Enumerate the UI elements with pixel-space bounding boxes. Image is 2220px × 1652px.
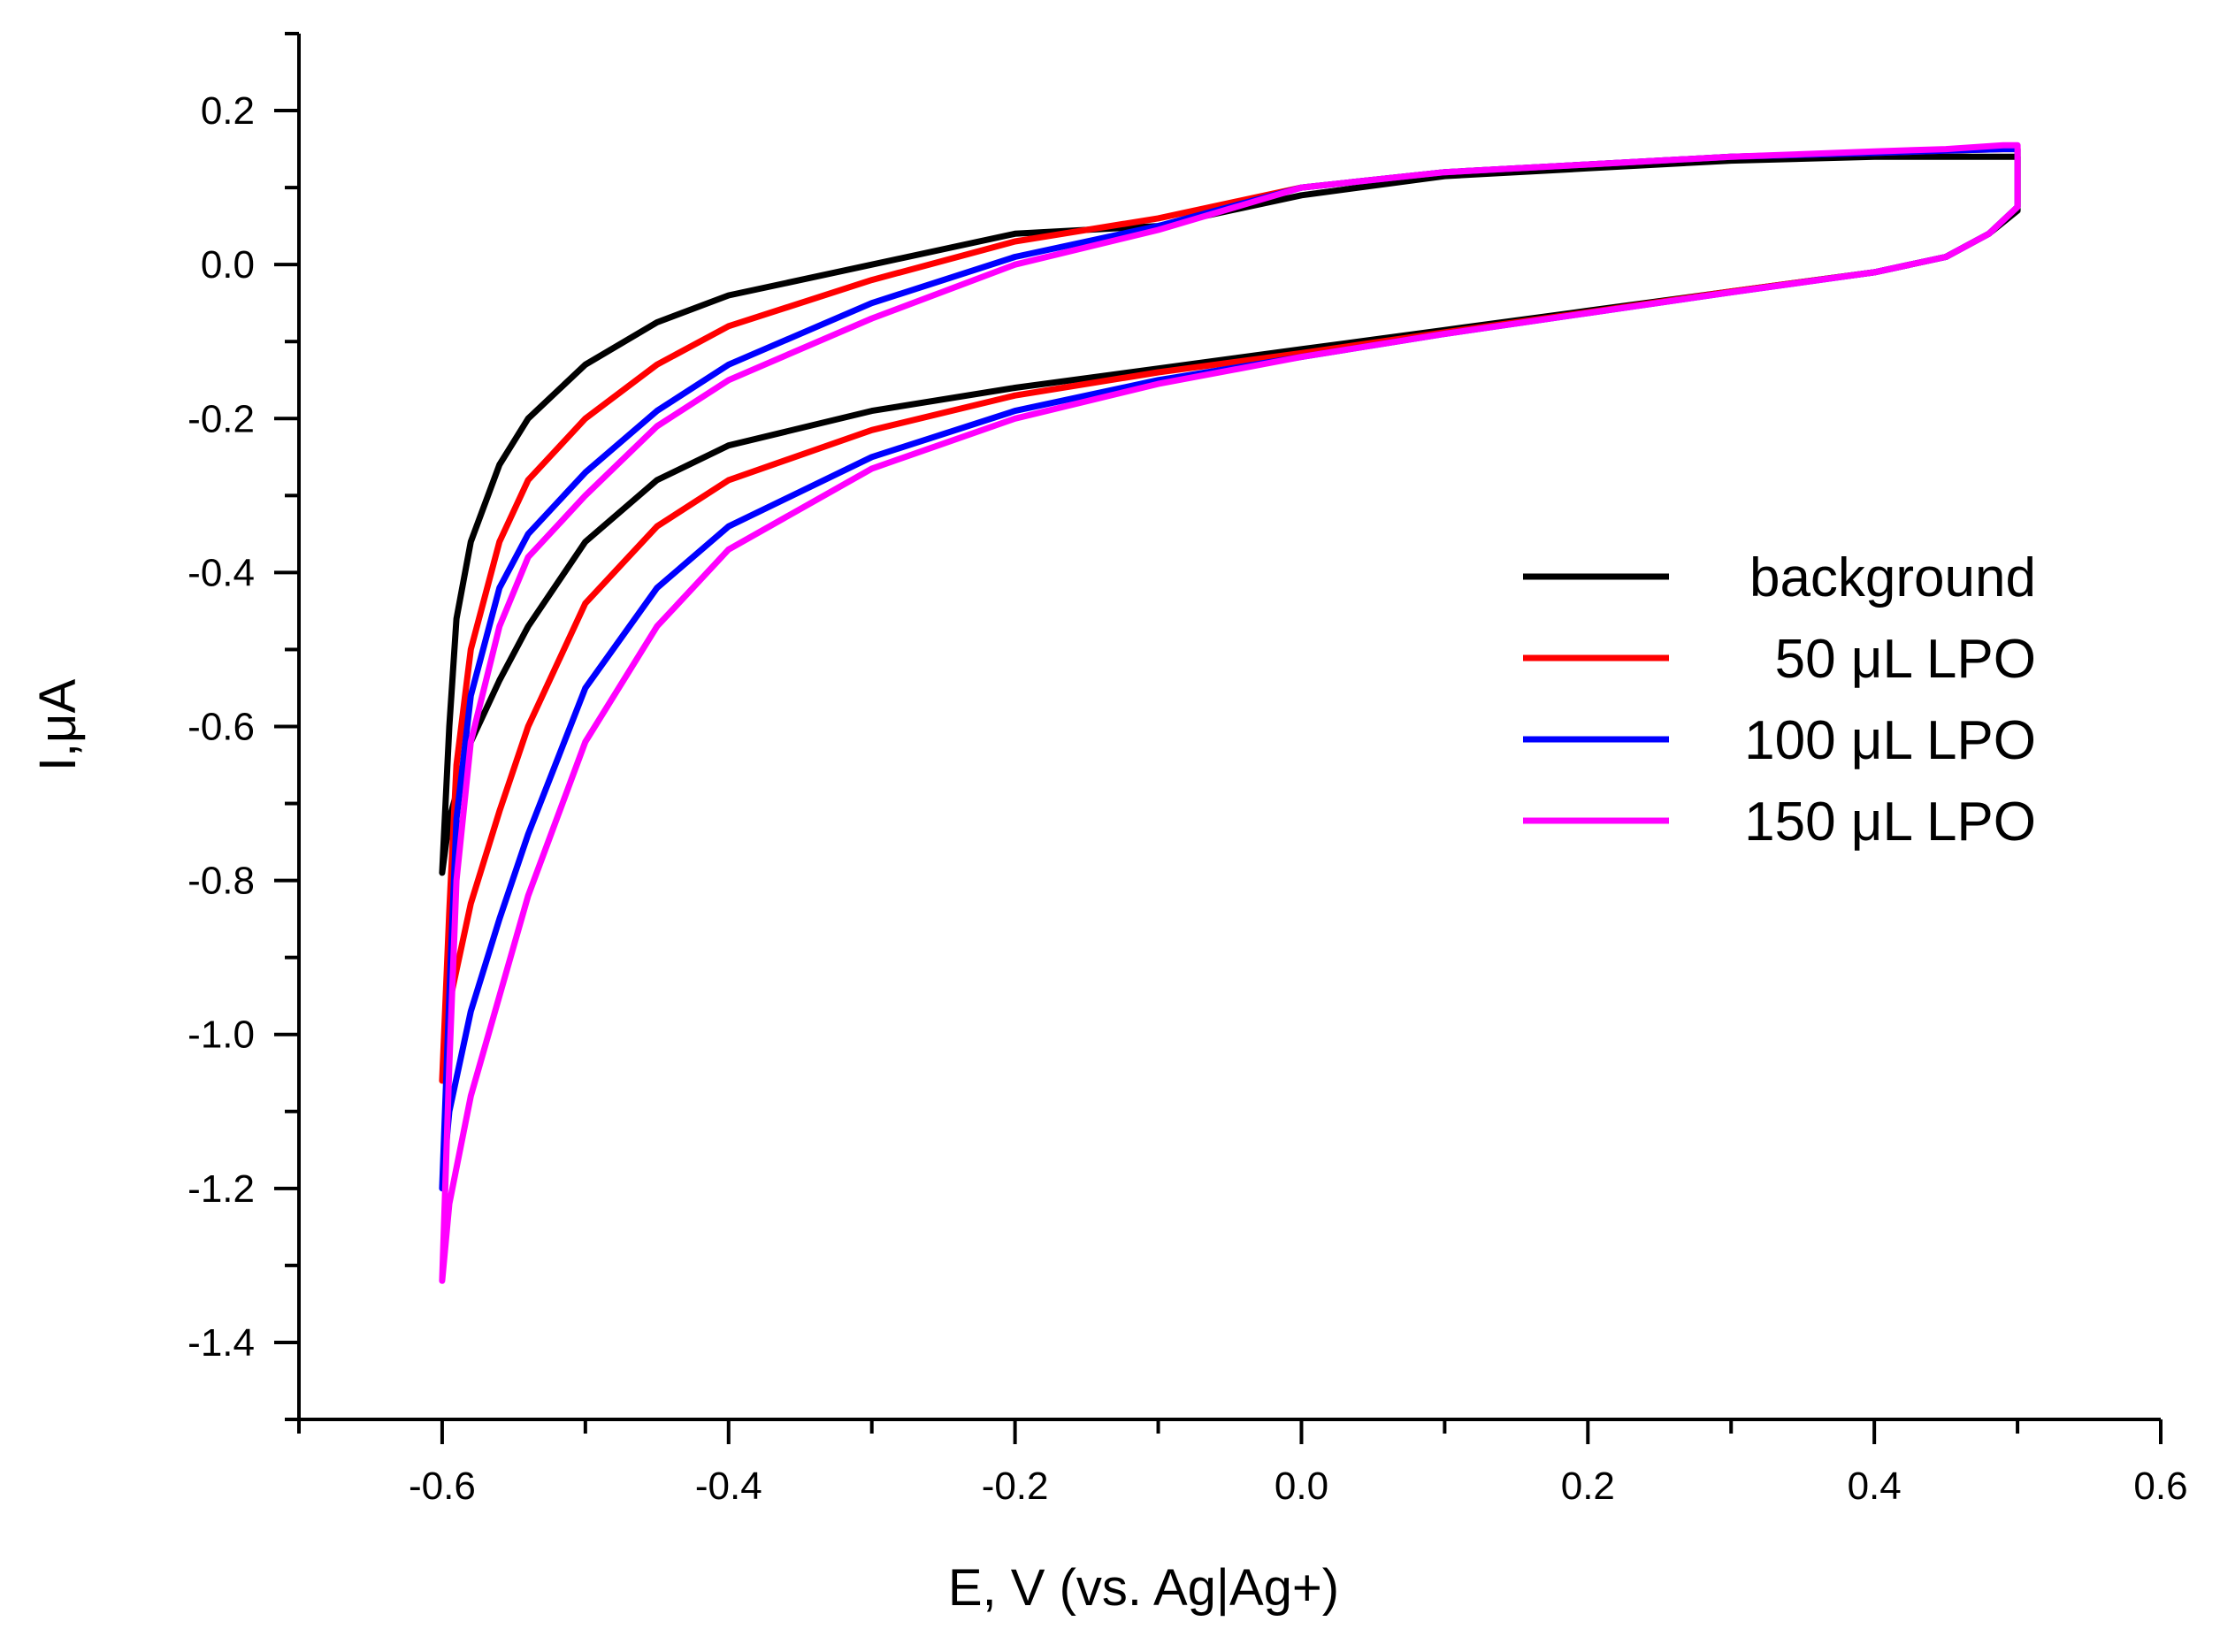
y-axis-title: I,μA xyxy=(29,679,87,772)
legend-label-50uL: 50 μL LPO xyxy=(1775,629,2036,690)
x-tick-label: 0.6 xyxy=(2133,1465,2187,1508)
x-tick-label: -0.6 xyxy=(409,1465,476,1508)
series-line-150uL xyxy=(439,141,2021,1284)
y-ticks: 0.2 0.0 -0.2 -0.4 -0.6 -0.8 -1.0 -1.2 -1.4 xyxy=(188,32,299,1421)
legend-label-100uL: 100 μL LPO xyxy=(1744,710,2036,771)
legend: background 50 μL LPO 100 μL LPO 150 μL LPO xyxy=(1523,547,2036,853)
x-tick-label: 0.2 xyxy=(1561,1465,1615,1508)
y-tick-label: 0.0 xyxy=(201,243,255,287)
y-tick-label: -1.0 xyxy=(188,1013,255,1057)
x-tick-label: 0.0 xyxy=(1275,1465,1328,1508)
series-line-50uL xyxy=(439,146,2021,1084)
y-tick-label: -0.4 xyxy=(188,551,255,594)
y-tick-label: -0.8 xyxy=(188,860,255,903)
x-ticks: -0.6 -0.4 -0.2 0.0 0.2 0.4 0.6 xyxy=(297,1419,2188,1508)
y-tick-label: -1.2 xyxy=(188,1167,255,1211)
y-tick-label: 0.2 xyxy=(201,89,255,133)
x-tick-label: -0.4 xyxy=(695,1465,762,1508)
x-tick-label: -0.2 xyxy=(982,1465,1049,1508)
x-tick-label: 0.4 xyxy=(1848,1465,1902,1508)
legend-label-150uL: 150 μL LPO xyxy=(1744,792,2036,853)
legend-label-background: background xyxy=(1749,547,2036,608)
x-axis-title: E, V (vs. Ag|Ag+) xyxy=(948,1559,1339,1617)
y-tick-label: -0.6 xyxy=(188,706,255,749)
y-tick-label: -1.4 xyxy=(188,1321,255,1365)
series-layer xyxy=(439,141,2021,1284)
y-tick-label: -0.2 xyxy=(188,397,255,440)
